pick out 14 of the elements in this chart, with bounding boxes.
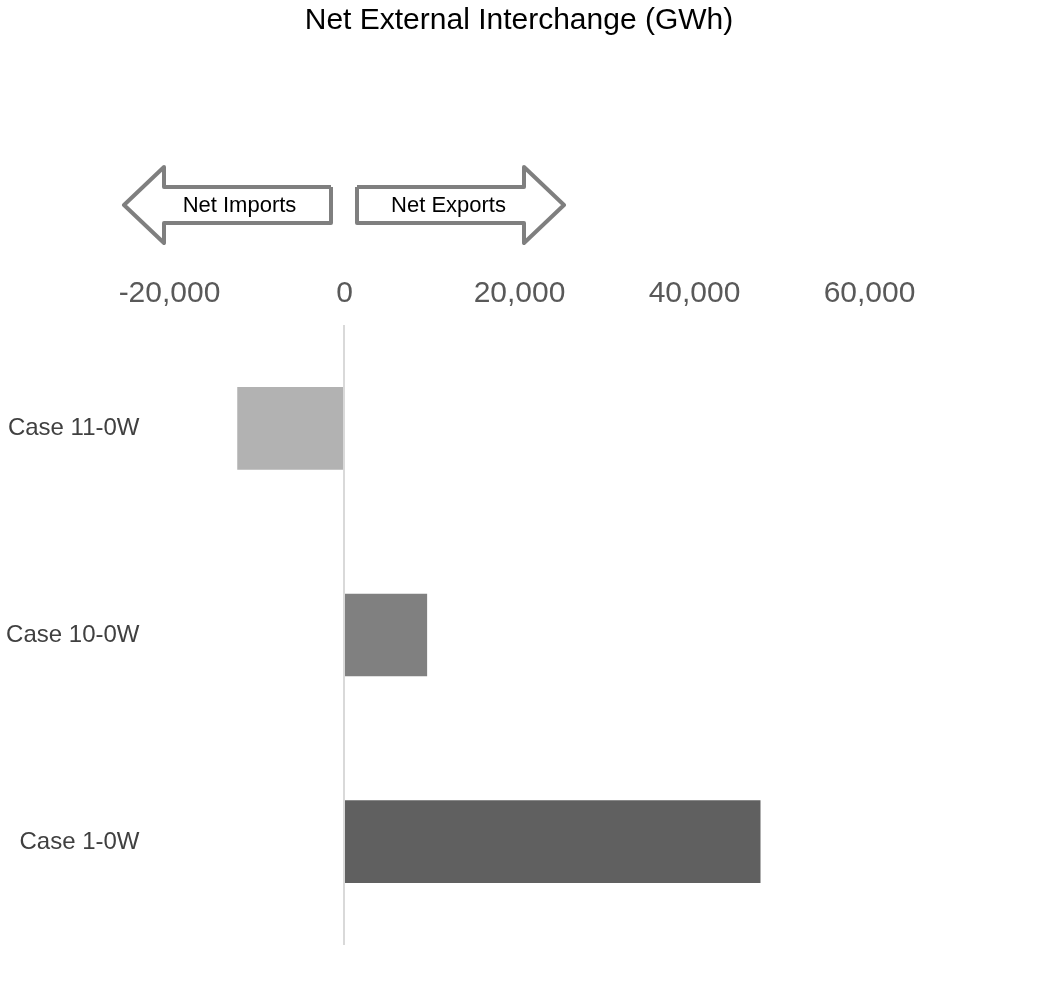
chart-title: Net External Interchange (GWh) — [304, 2, 734, 35]
text: Net Exports — [391, 192, 506, 217]
y-tick-label: Case 10-0W — [6, 620, 140, 647]
x-tick-label: -20,000 — [118, 274, 221, 308]
y-tick-label: Case 11-0W — [7, 413, 140, 441]
x-tick-label: 60,000 — [823, 274, 916, 308]
bar — [237, 387, 344, 470]
x-tick-label: 0 — [336, 274, 353, 308]
y-tick-label: Case 1-0W — [19, 826, 140, 854]
text: Net Imports — [182, 192, 297, 217]
x-tick-label: 20,000 — [473, 274, 566, 308]
bar — [344, 800, 761, 883]
x-tick-label: 40,000 — [648, 274, 741, 308]
bar — [344, 593, 428, 677]
